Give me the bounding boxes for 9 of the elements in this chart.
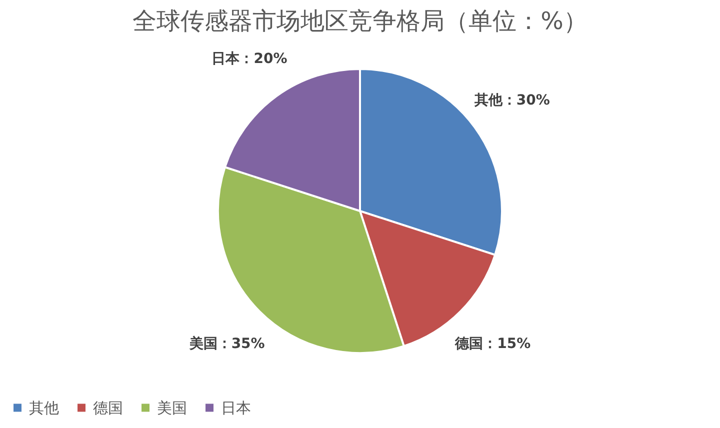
legend-label: 其他 — [29, 398, 59, 417]
data-label: 德国：15% — [454, 336, 531, 352]
chart-title: 全球传感器市场地区竞争格局（单位：%） — [132, 7, 588, 35]
data-label: 其他：30% — [473, 92, 550, 108]
legend-label: 德国 — [93, 398, 123, 417]
data-label: 美国：35% — [188, 334, 265, 352]
data-label: 日本：20% — [212, 50, 288, 67]
legend-label: 美国 — [157, 398, 187, 417]
legend-label: 日本 — [221, 398, 251, 417]
